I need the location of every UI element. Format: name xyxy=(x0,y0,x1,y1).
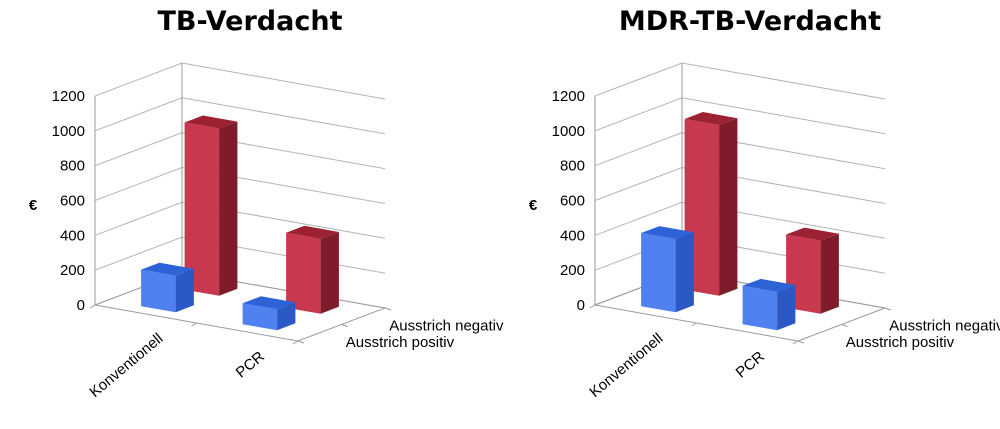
y-tick-label: 1200 xyxy=(52,88,85,105)
chart-title: MDR-TB-Verdacht xyxy=(618,6,882,37)
axes xyxy=(589,63,892,345)
y-tick-label: 0 xyxy=(77,297,85,314)
grid xyxy=(594,62,886,309)
axes xyxy=(89,63,392,345)
plot-area: 0 200 400 600 800 1000 1200 € Konventionell PCR Au… xyxy=(29,62,504,401)
bar xyxy=(184,115,238,296)
series-label: Ausstrich negativ xyxy=(389,317,504,334)
x-tick xyxy=(292,340,299,345)
bar xyxy=(742,278,796,331)
y-tick-label: 1200 xyxy=(552,88,585,105)
bar-top xyxy=(242,296,296,310)
bar-side xyxy=(820,233,839,314)
x-tick-label: PCR xyxy=(733,348,768,381)
series-tick xyxy=(797,340,805,344)
x-tick xyxy=(89,304,96,309)
x-tick xyxy=(691,322,697,327)
chart-title: TB-Verdacht xyxy=(157,6,343,37)
x-tick-label: Konventionell xyxy=(586,330,666,401)
x-tick-label: Konventionell xyxy=(86,330,166,401)
bar-side xyxy=(777,285,796,331)
x-tick xyxy=(589,304,596,309)
y-tick-label: 600 xyxy=(560,193,585,210)
bars xyxy=(141,115,339,331)
bar xyxy=(641,226,694,313)
gridline xyxy=(94,201,386,239)
bar xyxy=(286,225,339,314)
bar-front xyxy=(742,285,778,331)
y-tick-label: 600 xyxy=(60,193,85,210)
y-tick-label: 200 xyxy=(560,262,585,279)
bar-side xyxy=(675,232,694,313)
y-axis-label: € xyxy=(29,197,38,214)
series-tick xyxy=(341,324,348,327)
bar-top xyxy=(184,115,238,129)
bar-front xyxy=(641,233,676,313)
bar-front xyxy=(242,303,278,331)
y-tick-label: 400 xyxy=(560,227,585,244)
gridline xyxy=(594,236,886,274)
y-tick-label: 800 xyxy=(60,158,85,175)
gridline xyxy=(594,166,886,204)
gridline xyxy=(94,236,386,274)
chart-mdr-tb-verdacht: MDR-TB-Verdacht 0 200 400 600 800 1000 1200 € Ko… xyxy=(500,0,1000,429)
y-tick-label: 400 xyxy=(60,227,85,244)
floor xyxy=(93,271,387,342)
gridline xyxy=(594,201,886,239)
gridline xyxy=(94,62,386,100)
y-tick-labels: 0 200 400 600 800 1000 1200 xyxy=(552,88,585,314)
y-axis-label: € xyxy=(529,197,538,214)
bar-front xyxy=(286,232,321,314)
series-label: Ausstrich positiv xyxy=(346,334,455,351)
bar-top xyxy=(684,112,738,126)
x-tick-label: PCR xyxy=(233,348,268,381)
grid xyxy=(94,62,386,309)
bar-side xyxy=(175,268,194,313)
gridline xyxy=(94,166,386,204)
gridline xyxy=(94,97,386,135)
plot-area: 0 200 400 600 800 1000 1200 € Konventionell PCR Au… xyxy=(529,62,1000,401)
floor xyxy=(593,271,887,342)
x-tick-labels: Konventionell PCR xyxy=(586,330,768,401)
bar-front xyxy=(184,122,220,296)
gridline xyxy=(594,62,886,100)
series-tick xyxy=(297,340,305,344)
x-tick-labels: Konventionell PCR xyxy=(86,330,268,401)
y-tick-label: 0 xyxy=(577,297,585,314)
gridline xyxy=(594,97,886,135)
bar-side xyxy=(320,232,339,314)
bar-front xyxy=(141,269,176,313)
bar-side xyxy=(719,118,738,296)
bars xyxy=(641,112,839,331)
series-tick xyxy=(384,307,392,311)
y-tick-labels: 0 200 400 600 800 1000 1200 xyxy=(52,88,85,314)
series-tick xyxy=(841,324,848,327)
gridline xyxy=(594,132,886,170)
bar-top xyxy=(286,225,339,239)
series-label: Ausstrich negativ xyxy=(889,317,1000,334)
bar-side xyxy=(219,121,238,296)
gridline xyxy=(94,271,386,309)
x-tick xyxy=(792,340,799,345)
bar-top xyxy=(641,226,694,240)
bar-side xyxy=(277,302,296,331)
bar xyxy=(141,262,194,313)
chart-tb-verdacht: TB-Verdacht 0 200 400 600 800 1000 1200 € Konven… xyxy=(29,6,504,401)
bar-top xyxy=(742,278,796,292)
series-label: Ausstrich positiv xyxy=(846,334,955,351)
gridline xyxy=(94,132,386,170)
y-tick-label: 800 xyxy=(560,158,585,175)
y-tick-label: 1000 xyxy=(52,123,85,140)
y-tick-label: 1000 xyxy=(552,123,585,140)
gridline xyxy=(594,271,886,309)
x-tick xyxy=(191,322,197,327)
y-tick-label: 200 xyxy=(60,262,85,279)
bar xyxy=(242,296,296,331)
series-tick xyxy=(884,307,892,311)
bar-top xyxy=(141,262,194,276)
bar-top xyxy=(786,227,839,241)
